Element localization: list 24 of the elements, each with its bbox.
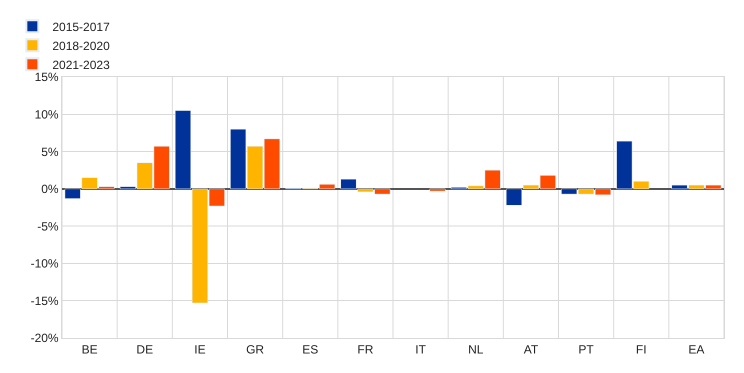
x-tick-label: BE: [82, 342, 98, 356]
y-tick-label: 15%: [34, 70, 59, 84]
x-tick-label: DE: [136, 342, 154, 356]
y-tick-label: 5%: [41, 144, 59, 159]
bar: [430, 188, 446, 192]
y-tick-label: -5%: [37, 219, 59, 234]
y-tick-label: 10%: [34, 107, 59, 122]
x-tick-label: GR: [246, 342, 264, 356]
x-tick-label: FR: [357, 342, 374, 356]
y-tick-label: -15%: [30, 294, 59, 308]
x-tick-label: ES: [302, 342, 318, 356]
y-tick-label: -20%: [30, 331, 59, 346]
y-tick-label: 0%: [41, 182, 59, 196]
x-tick-label: NL: [468, 342, 484, 356]
x-tick-label: AT: [524, 342, 539, 356]
x-tick-label: PT: [578, 342, 594, 356]
x-tick-label: IT: [415, 342, 427, 356]
x-tick-label: EA: [688, 342, 704, 356]
x-tick-label: IE: [194, 342, 206, 356]
x-tick-label: FI: [636, 342, 647, 356]
legend-label: 2021-2023: [52, 58, 110, 72]
legend-label: 2015-2017: [52, 20, 110, 34]
legend-label: 2018-2020: [52, 38, 110, 53]
y-tick-label: -10%: [30, 256, 59, 271]
